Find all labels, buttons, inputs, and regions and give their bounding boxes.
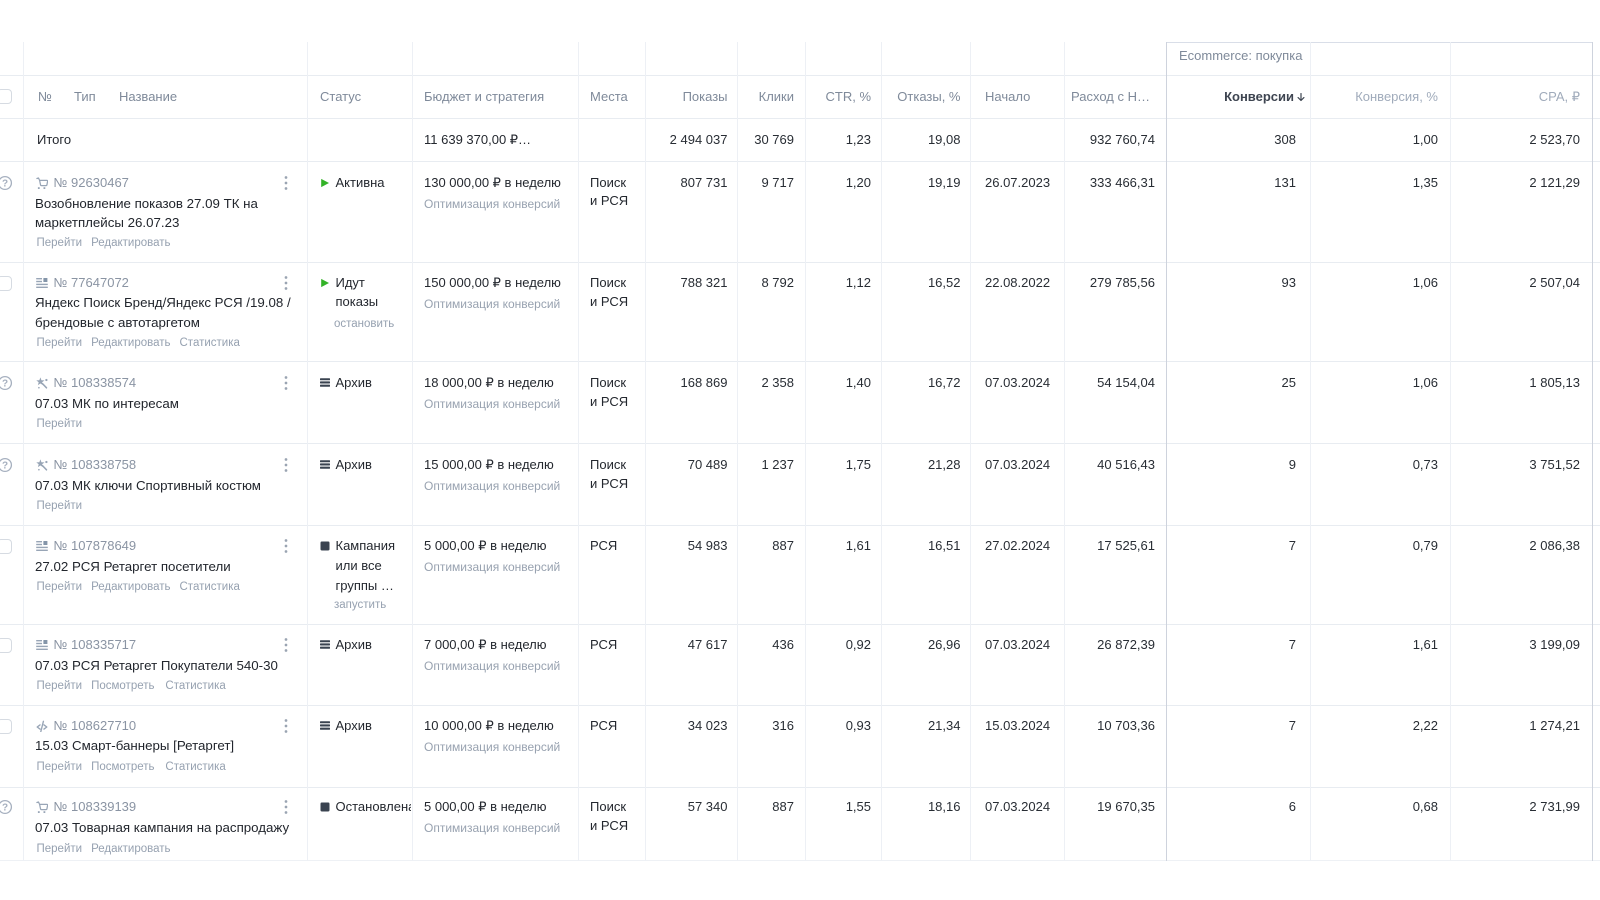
svg-text:?: ?: [1, 803, 7, 814]
svg-text:?: ?: [1, 461, 7, 472]
svg-text:?: ?: [1, 379, 7, 390]
svg-text:?: ?: [1, 178, 7, 189]
